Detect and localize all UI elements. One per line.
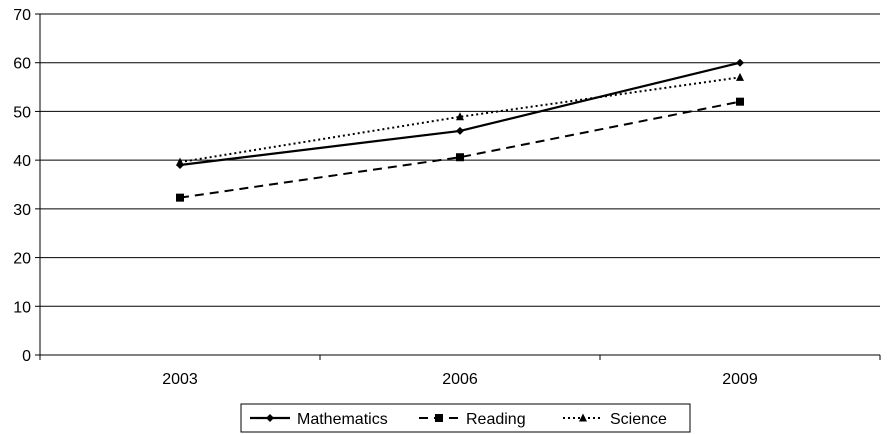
- legend-label-mathematics: Mathematics: [297, 411, 388, 428]
- legend-box: [240, 403, 691, 433]
- y-tick-label-40: 40: [13, 153, 31, 170]
- point-science-2006: [456, 112, 464, 121]
- series-line-reading: [179, 100, 741, 199]
- y-tick-label-10: 10: [13, 299, 31, 316]
- y-tick-label-20: 20: [13, 251, 31, 268]
- point-reading-2009: [736, 97, 744, 106]
- y-tick-labels: 0 10 20 30 40 50 60 70: [13, 7, 31, 365]
- y-tick-label-60: 60: [13, 56, 31, 73]
- y-tick-label-70: 70: [13, 7, 31, 24]
- point-science-2009: [736, 72, 744, 81]
- x-tick-label-2003: 2003: [162, 371, 198, 388]
- legend-label-reading: Reading: [466, 411, 526, 428]
- x-tick-label-2006: 2006: [442, 371, 478, 388]
- legend-label-science: Science: [610, 411, 667, 428]
- legend-marker-reading: [435, 414, 443, 422]
- legend-marker-mathematics: [266, 414, 274, 422]
- point-reading-2006: [456, 153, 464, 162]
- axes: [35, 13, 881, 360]
- y-tick-label-30: 30: [13, 202, 31, 219]
- y-tick-label-50: 50: [13, 104, 31, 121]
- series-markers: [176, 58, 744, 202]
- legend-marker-science: [579, 413, 587, 422]
- point-reading-2003: [176, 193, 184, 202]
- x-tick-labels: 2003 2006 2009: [162, 371, 758, 388]
- point-science-2003: [176, 157, 184, 166]
- y-tick-label-0: 0: [22, 348, 31, 365]
- point-mathematics-2009: [736, 58, 744, 67]
- point-mathematics-2006: [456, 126, 464, 135]
- legend: Mathematics Reading Science: [240, 403, 691, 433]
- x-tick-label-2009: 2009: [722, 371, 758, 388]
